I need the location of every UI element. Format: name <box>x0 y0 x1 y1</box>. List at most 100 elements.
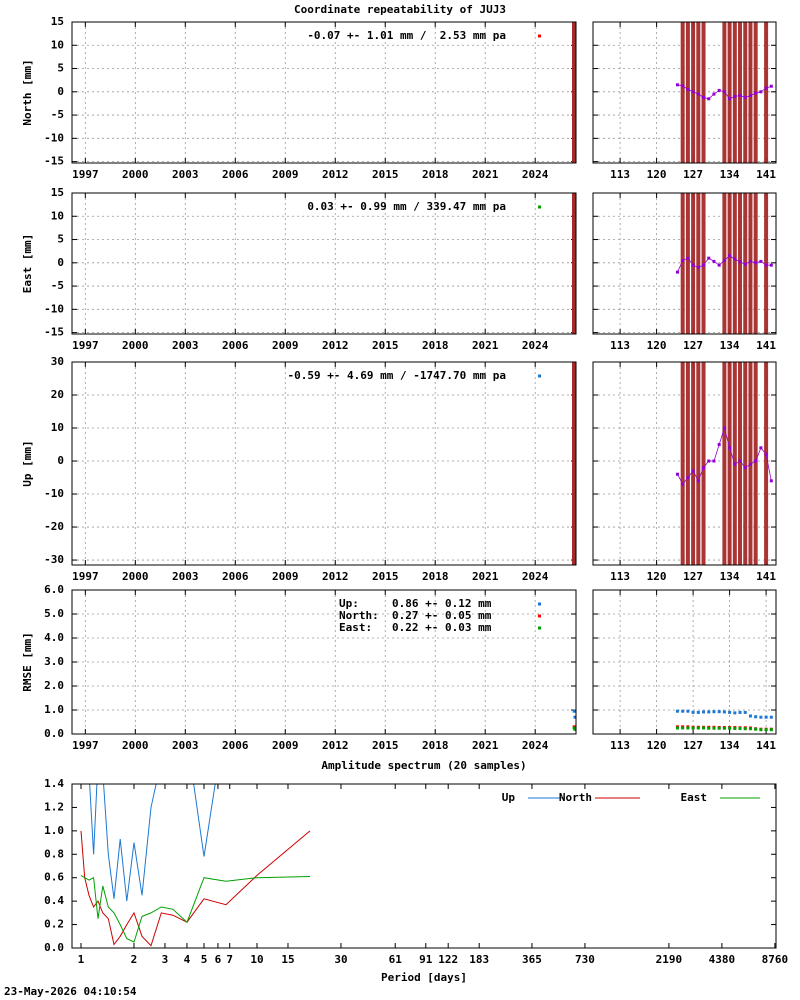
data-point <box>691 726 695 730</box>
chart-title: Amplitude spectrum (20 samples) <box>321 759 526 772</box>
data-point <box>696 265 700 269</box>
y-tick-label: 5 <box>57 233 64 246</box>
x-axis-label: Period [days] <box>381 971 467 984</box>
x-tick-label: 120 <box>647 739 667 752</box>
x-tick-label: 2003 <box>172 739 199 752</box>
x-tick-label: 6 <box>215 953 222 966</box>
data-point <box>738 260 742 264</box>
x-tick-label: 8760 <box>762 953 789 966</box>
data-point <box>722 726 726 730</box>
plot-area <box>675 709 773 732</box>
epoch-bar <box>685 193 690 334</box>
stats-text: -0.59 +- 4.69 mm / -1747.70 mm pa <box>287 369 506 382</box>
y-tick-label: -10 <box>44 302 64 315</box>
epoch-bar <box>685 362 690 565</box>
data-point <box>707 726 711 730</box>
data-point <box>717 443 721 447</box>
stats-text: 0.03 +- 0.99 mm / 339.47 mm pa <box>307 200 506 213</box>
x-tick-label: 1997 <box>72 739 99 752</box>
data-point <box>743 262 747 266</box>
epoch-bar <box>732 193 737 334</box>
y-tick-label: 2.0 <box>44 679 64 692</box>
x-tick-label: 2021 <box>472 168 499 181</box>
data-point <box>769 715 773 719</box>
epoch-bar <box>680 22 685 163</box>
y-tick-label: 10 <box>51 209 64 222</box>
data-point <box>681 84 685 88</box>
data-point <box>722 258 726 262</box>
legend-label: North <box>559 791 592 804</box>
panel: 113 120 127 134 141 <box>592 589 777 752</box>
data-point <box>681 726 685 730</box>
epoch-bar <box>722 193 727 334</box>
x-tick-label: 7 <box>226 953 233 966</box>
x-tick-label: 10 <box>250 953 263 966</box>
data-point <box>691 263 695 267</box>
stats-text: East: 0.22 +- 0.03 mm <box>339 621 492 634</box>
x-tick-label: 2006 <box>222 739 249 752</box>
x-tick-label: 134 <box>720 739 740 752</box>
data-point <box>696 479 700 483</box>
y-tick-label: 10 <box>51 421 64 434</box>
y-tick-label: -15 <box>44 155 64 168</box>
data-point <box>748 94 752 98</box>
x-tick-label: 2006 <box>222 339 249 352</box>
y-tick-label: 0.4 <box>44 894 64 907</box>
x-tick-label: 113 <box>610 339 630 352</box>
epoch-bar <box>738 362 743 565</box>
panel: 0.0 1.0 2.0 3.0 4.0 5.0 6.0 1997 2000 2003 2006 200… <box>21 583 577 752</box>
y-tick-label: 1.0 <box>44 824 64 837</box>
epoch-bar <box>572 362 576 565</box>
y-tick-label: 5.0 <box>44 607 64 620</box>
data-point <box>754 715 758 719</box>
x-tick-label: 2012 <box>322 339 349 352</box>
data-point <box>696 92 700 96</box>
data-point <box>728 726 732 730</box>
data-point <box>733 257 737 261</box>
x-tick-label: 3 <box>162 953 169 966</box>
figure-title: Coordinate repeatability of JUJ3 <box>294 3 506 16</box>
panel: 113 120 127 134 141 <box>592 192 777 352</box>
x-tick-label: 1997 <box>72 168 99 181</box>
data-point <box>733 462 737 466</box>
frame <box>71 192 577 335</box>
epoch-bar <box>738 193 743 334</box>
data-point <box>728 254 732 258</box>
epoch-bar <box>738 22 743 163</box>
data-point <box>675 709 679 713</box>
data-point <box>743 710 747 714</box>
x-tick-label: 2006 <box>222 570 249 583</box>
x-tick-label: 127 <box>683 570 703 583</box>
x-tick-label: 120 <box>647 168 667 181</box>
plot-area <box>572 709 576 731</box>
data-point <box>764 263 768 267</box>
x-tick-label: 120 <box>647 339 667 352</box>
data-point <box>764 86 768 90</box>
epoch-bar <box>748 22 753 163</box>
timestamp: 23-May-2026 04:10:54 <box>4 985 137 998</box>
plot-area <box>675 362 773 565</box>
frame <box>71 21 577 164</box>
data-point <box>717 726 721 730</box>
stats-key <box>538 205 541 209</box>
x-tick-label: 30 <box>334 953 347 966</box>
plot-area <box>572 22 576 163</box>
data-point <box>738 94 742 98</box>
data-point <box>769 263 773 267</box>
data-point <box>759 728 763 732</box>
y-tick-label: -20 <box>44 520 64 533</box>
epoch-bar <box>727 362 732 565</box>
data-point <box>696 726 700 730</box>
data-point <box>754 91 758 95</box>
x-tick-label: 2024 <box>522 168 549 181</box>
data-point <box>764 715 768 719</box>
data-point <box>702 726 706 730</box>
panel: -15 -10 -5 0 5 10 15 1997 2000 2003 2006 2009 2012 20… <box>21 15 577 181</box>
x-tick-label: 2190 <box>656 953 683 966</box>
epoch-bar <box>748 193 753 334</box>
x-tick-label: 2015 <box>372 570 399 583</box>
y-axis-label: RMSE [mm] <box>21 632 34 692</box>
data-point <box>707 710 711 714</box>
epoch-bar <box>696 22 701 163</box>
